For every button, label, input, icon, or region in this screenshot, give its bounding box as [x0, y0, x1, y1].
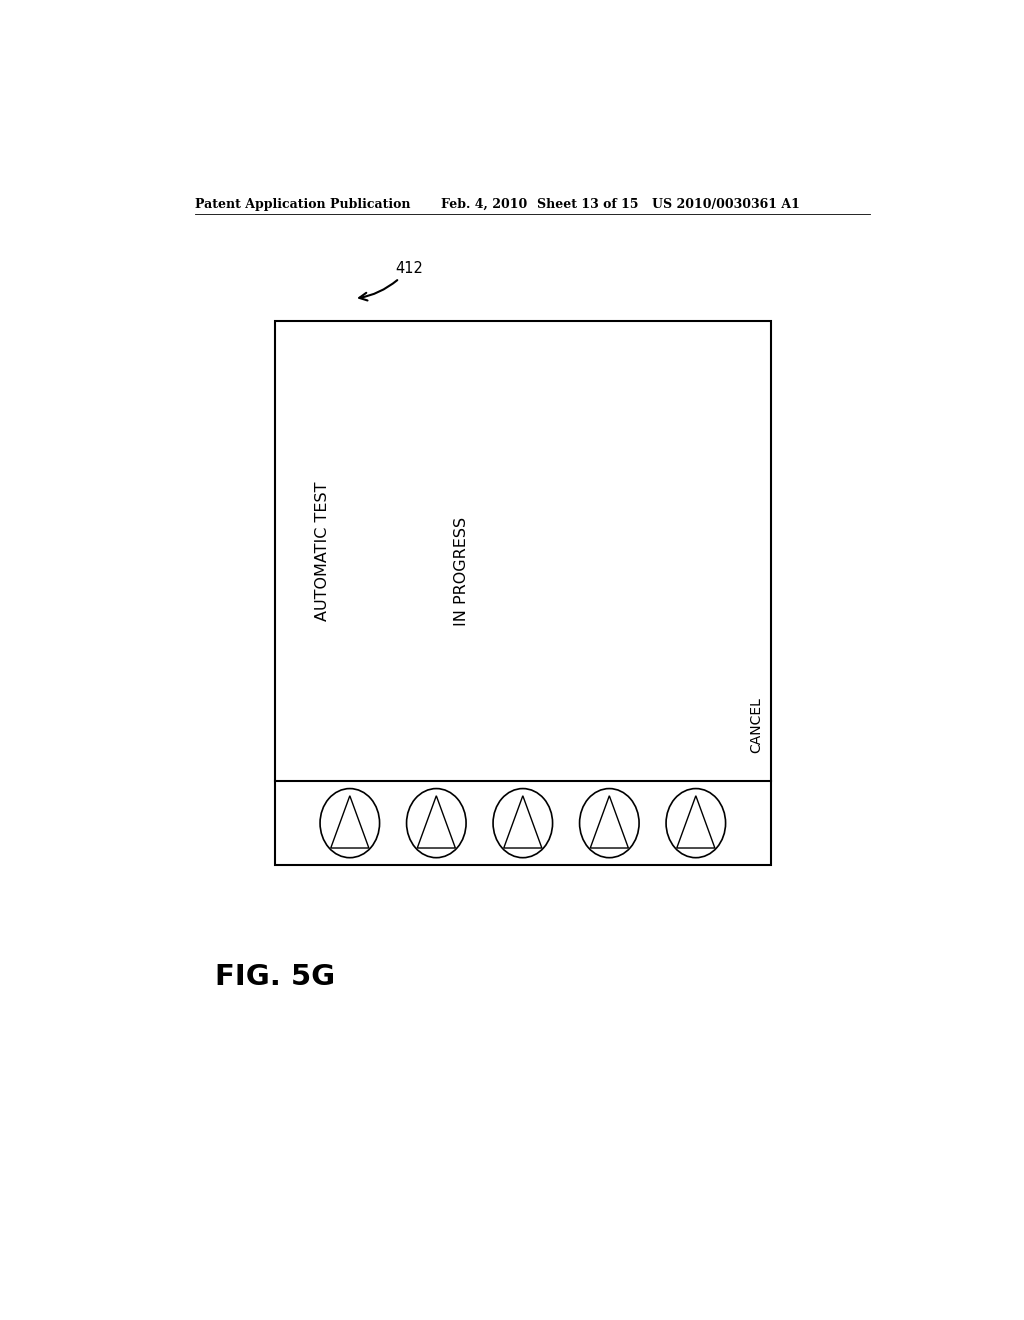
Bar [274, 321, 771, 865]
Ellipse shape [321, 788, 380, 858]
Polygon shape [677, 796, 715, 847]
Text: FIG. 5G: FIG. 5G [215, 962, 336, 990]
Text: IN PROGRESS: IN PROGRESS [454, 517, 469, 626]
Polygon shape [331, 796, 369, 847]
Text: US 2010/0030361 A1: US 2010/0030361 A1 [652, 198, 800, 211]
Ellipse shape [407, 788, 466, 858]
Text: AUTOMATIC TEST: AUTOMATIC TEST [315, 482, 330, 620]
Polygon shape [590, 796, 629, 847]
Text: 412: 412 [396, 260, 424, 276]
Text: Feb. 4, 2010: Feb. 4, 2010 [441, 198, 527, 211]
Text: Sheet 13 of 15: Sheet 13 of 15 [537, 198, 638, 211]
Ellipse shape [580, 788, 639, 858]
Text: CANCEL: CANCEL [750, 697, 764, 754]
Polygon shape [504, 796, 542, 847]
Ellipse shape [666, 788, 726, 858]
Polygon shape [417, 796, 456, 847]
Text: Patent Application Publication: Patent Application Publication [196, 198, 411, 211]
Ellipse shape [494, 788, 553, 858]
